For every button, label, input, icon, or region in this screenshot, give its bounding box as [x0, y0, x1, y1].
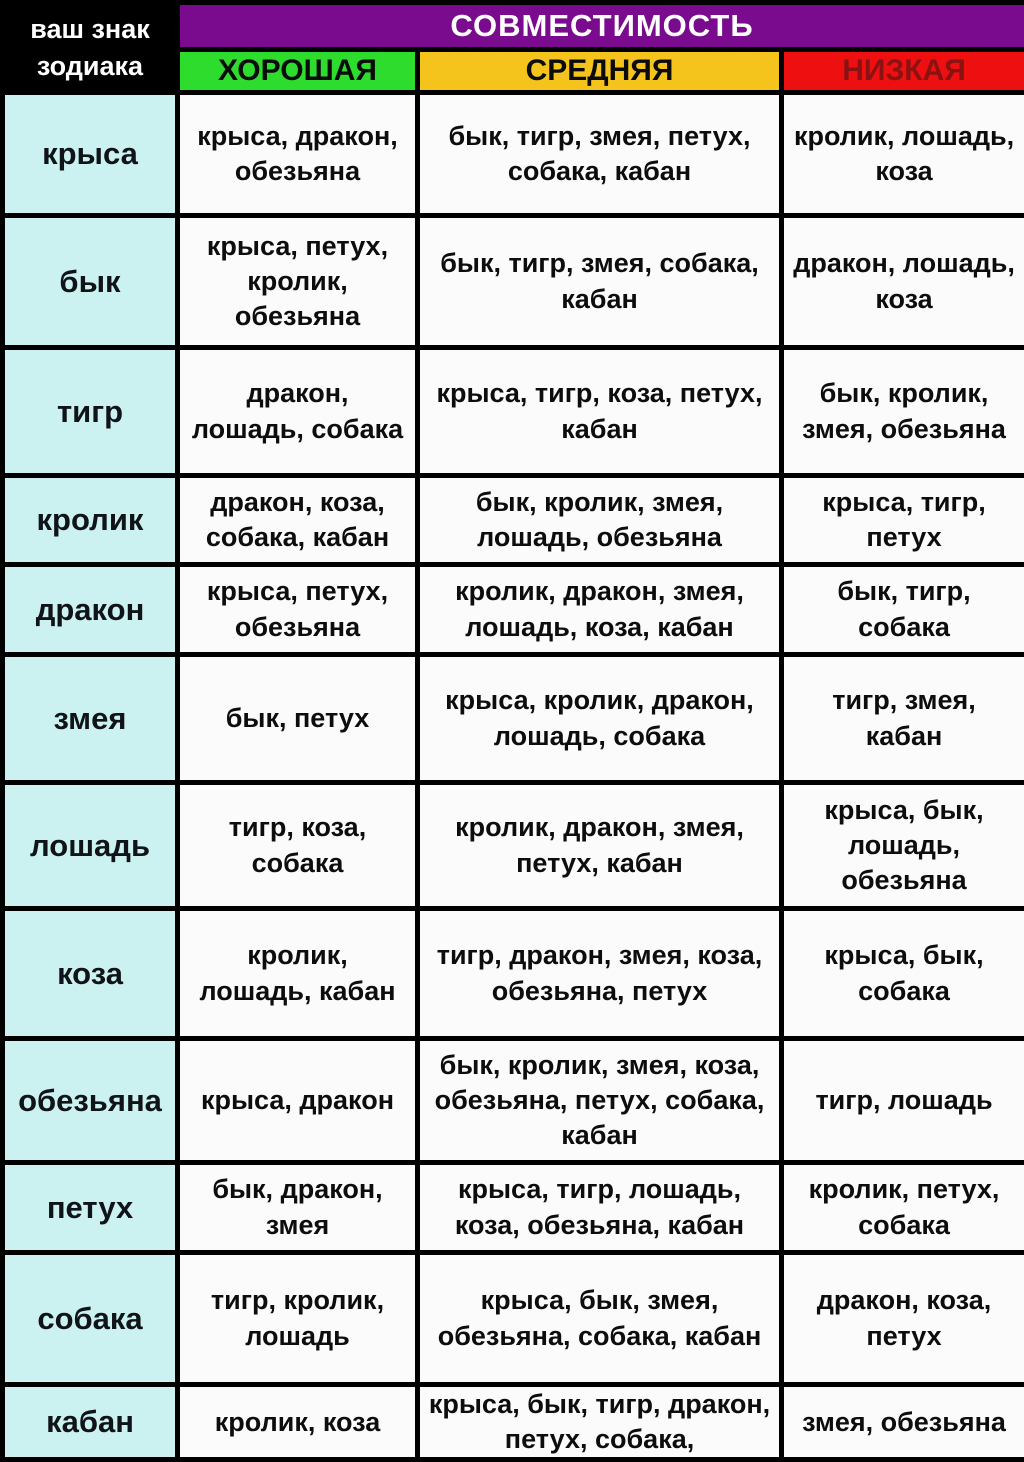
good-compatibility-cell: тигр, коза, собака [178, 783, 418, 909]
good-compatibility-cell: кролик, коза [178, 1385, 418, 1460]
medium-compatibility-cell: тигр, дракон, змея, коза, обезьяна, пету… [418, 909, 782, 1039]
corner-header: ваш знак зодиака [3, 3, 178, 93]
medium-compatibility-cell: крыса, бык, тигр, дракон, петух, собака, [418, 1385, 782, 1460]
good-compatibility-cell: дракон, коза, собака, кабан [178, 476, 418, 565]
sign-cell: кабан [3, 1385, 178, 1460]
low-compatibility-cell: дракон, лошадь, коза [782, 216, 1024, 348]
compatibility-title: СОВМЕСТИМОСТЬ [178, 3, 1024, 50]
good-compatibility-cell: крыса, дракон [178, 1039, 418, 1163]
medium-compatibility-cell: крыса, кролик, дракон, лошадь, собака [418, 655, 782, 783]
good-compatibility-cell: бык, петух [178, 655, 418, 783]
sign-cell: коза [3, 909, 178, 1039]
low-compatibility-cell: тигр, змея, кабан [782, 655, 1024, 783]
sign-cell: крыса [3, 93, 178, 216]
low-compatibility-cell: бык, тигр, собака [782, 565, 1024, 655]
low-compatibility-cell: кролик, лошадь, коза [782, 93, 1024, 216]
good-compatibility-cell: бык, дракон, змея [178, 1163, 418, 1253]
corner-header-line1: ваш знак [9, 11, 171, 47]
sign-cell: змея [3, 655, 178, 783]
sign-cell: тигр [3, 348, 178, 476]
column-header-low: НИЗКАЯ [782, 50, 1024, 93]
good-compatibility-cell: крыса, дракон, обезьяна [178, 93, 418, 216]
low-compatibility-cell: бык, кролик, змея, обезьяна [782, 348, 1024, 476]
medium-compatibility-cell: бык, тигр, змея, собака, кабан [418, 216, 782, 348]
good-compatibility-cell: дракон, лошадь, собака [178, 348, 418, 476]
low-compatibility-cell: змея, обезьяна [782, 1385, 1024, 1460]
sign-cell: обезьяна [3, 1039, 178, 1163]
medium-compatibility-cell: кролик, дракон, змея, лошадь, коза, каба… [418, 565, 782, 655]
column-header-good: ХОРОШАЯ [178, 50, 418, 93]
medium-compatibility-cell: бык, кролик, змея, коза, обезьяна, петух… [418, 1039, 782, 1163]
header-row-top: ваш знак зодиака СОВМЕСТИМОСТЬ [3, 3, 1024, 50]
medium-compatibility-cell: бык, кролик, змея, лошадь, обезьяна [418, 476, 782, 565]
low-compatibility-cell: дракон, коза, петух [782, 1253, 1024, 1385]
low-compatibility-cell: крыса, бык, собака [782, 909, 1024, 1039]
medium-compatibility-cell: крыса, тигр, коза, петух, кабан [418, 348, 782, 476]
sign-cell: собака [3, 1253, 178, 1385]
good-compatibility-cell: крыса, петух, кролик, обезьяна [178, 216, 418, 348]
good-compatibility-cell: крыса, петух, обезьяна [178, 565, 418, 655]
sign-cell: дракон [3, 565, 178, 655]
medium-compatibility-cell: крыса, бык, змея, обезьяна, собака, каба… [418, 1253, 782, 1385]
sign-cell: петух [3, 1163, 178, 1253]
low-compatibility-cell: крыса, бык, лошадь, обезьяна [782, 783, 1024, 909]
sign-cell: лошадь [3, 783, 178, 909]
medium-compatibility-cell: кролик, дракон, змея, петух, кабан [418, 783, 782, 909]
low-compatibility-cell: тигр, лошадь [782, 1039, 1024, 1163]
medium-compatibility-cell: бык, тигр, змея, петух, собака, кабан [418, 93, 782, 216]
medium-compatibility-cell: крыса, тигр, лошадь, коза, обезьяна, каб… [418, 1163, 782, 1253]
low-compatibility-cell: кролик, петух, собака [782, 1163, 1024, 1253]
good-compatibility-cell: тигр, кролик, лошадь [178, 1253, 418, 1385]
column-header-medium: СРЕДНЯЯ [418, 50, 782, 93]
low-compatibility-cell: крыса, тигр, петух [782, 476, 1024, 565]
sign-cell: бык [3, 216, 178, 348]
sign-cell: кролик [3, 476, 178, 565]
good-compatibility-cell: кролик, лошадь, кабан [178, 909, 418, 1039]
corner-header-line2: зодиака [9, 48, 171, 84]
